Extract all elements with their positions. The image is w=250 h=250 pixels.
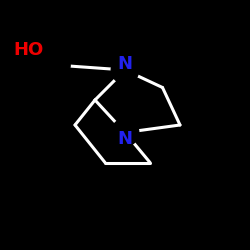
Circle shape [40, 50, 70, 80]
Circle shape [14, 35, 44, 65]
Circle shape [111, 56, 139, 84]
Text: HO: HO [14, 41, 44, 59]
Text: N: N [118, 130, 132, 148]
Text: N: N [118, 55, 132, 73]
Circle shape [111, 119, 139, 146]
